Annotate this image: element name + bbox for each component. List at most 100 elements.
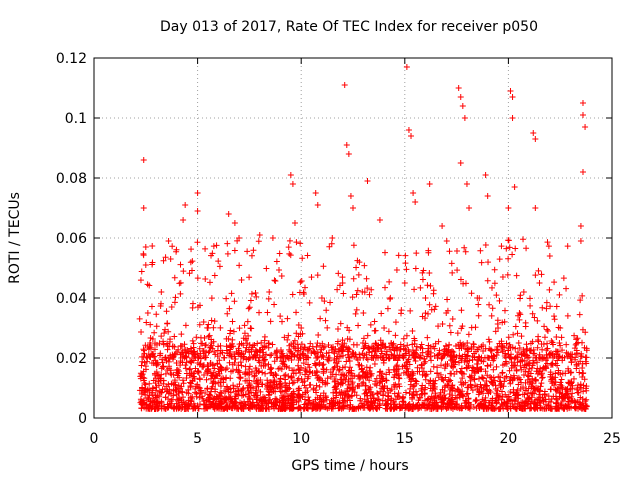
data-point [384, 400, 391, 407]
data-point [399, 393, 406, 400]
data-point [579, 112, 586, 118]
data-point [168, 304, 175, 311]
data-point [259, 369, 266, 376]
data-point [517, 362, 524, 369]
data-point [571, 332, 578, 339]
data-point [260, 393, 267, 400]
data-point [544, 239, 551, 246]
data-point [196, 345, 203, 352]
data-point [560, 405, 567, 412]
data-point [187, 259, 194, 266]
data-point [255, 238, 262, 245]
data-point [459, 388, 466, 395]
data-point [146, 340, 153, 346]
data-point [459, 103, 466, 109]
data-point [176, 280, 183, 287]
data-point [482, 382, 489, 389]
data-point [228, 353, 235, 360]
data-point [254, 380, 261, 387]
data-point [383, 371, 390, 378]
data-point [357, 395, 364, 402]
data-point [511, 397, 518, 404]
data-point [580, 382, 587, 389]
data-point [410, 383, 417, 390]
data-point [441, 352, 448, 359]
data-point [546, 351, 553, 358]
data-point [553, 303, 560, 310]
data-point [189, 337, 196, 344]
data-point [230, 328, 237, 335]
data-point [462, 248, 469, 255]
data-point [225, 335, 232, 342]
data-point [264, 309, 271, 316]
data-point [535, 267, 542, 274]
data-point [300, 360, 307, 367]
data-point [447, 377, 454, 384]
data-point [521, 403, 528, 410]
data-point [473, 405, 480, 412]
data-point [410, 190, 417, 196]
data-point [165, 395, 172, 402]
data-point [256, 347, 263, 354]
data-point [334, 340, 341, 347]
data-point [347, 401, 354, 408]
data-point [561, 354, 568, 361]
data-point [196, 361, 203, 368]
data-point [473, 397, 480, 404]
data-point [515, 340, 522, 346]
data-point [196, 353, 203, 360]
data-point [437, 392, 444, 399]
data-point [340, 389, 347, 396]
data-point [261, 337, 268, 344]
data-point [244, 318, 251, 325]
data-point [320, 390, 327, 397]
data-point [208, 317, 215, 324]
data-point [294, 341, 301, 348]
data-point [461, 358, 468, 365]
data-point [143, 401, 150, 408]
data-point [288, 350, 295, 357]
data-point [154, 398, 161, 405]
data-point [162, 354, 169, 361]
data-point [529, 338, 536, 345]
data-point [552, 386, 559, 393]
data-point [354, 383, 361, 390]
data-point [401, 362, 408, 369]
data-point [563, 341, 570, 348]
data-point [314, 375, 321, 382]
data-point [189, 300, 196, 307]
y-tick-label: 0.08 [56, 171, 87, 187]
data-point [162, 326, 169, 333]
data-point [186, 366, 193, 373]
data-point [246, 354, 253, 361]
data-point [320, 366, 327, 373]
data-point [306, 345, 313, 352]
data-point [456, 405, 463, 412]
data-point [583, 347, 590, 354]
data-point [539, 405, 546, 412]
data-point [153, 384, 160, 391]
data-point [524, 354, 531, 361]
data-point [523, 245, 530, 252]
data-point [427, 282, 434, 289]
data-point [383, 405, 390, 412]
data-point [173, 386, 180, 393]
data-point [323, 350, 330, 357]
data-point [146, 392, 153, 399]
data-point [412, 357, 419, 364]
data-point [271, 358, 278, 365]
data-point [160, 341, 167, 348]
data-point [347, 193, 354, 199]
data-point [265, 295, 272, 302]
data-point [140, 346, 147, 353]
data-point [454, 330, 461, 337]
data-point [339, 280, 346, 286]
data-point [576, 311, 583, 318]
data-point [376, 372, 383, 379]
data-point [489, 405, 496, 412]
data-point [534, 344, 541, 351]
data-point [515, 381, 522, 388]
data-point [149, 398, 156, 405]
data-point [411, 337, 418, 344]
data-point [494, 347, 501, 354]
